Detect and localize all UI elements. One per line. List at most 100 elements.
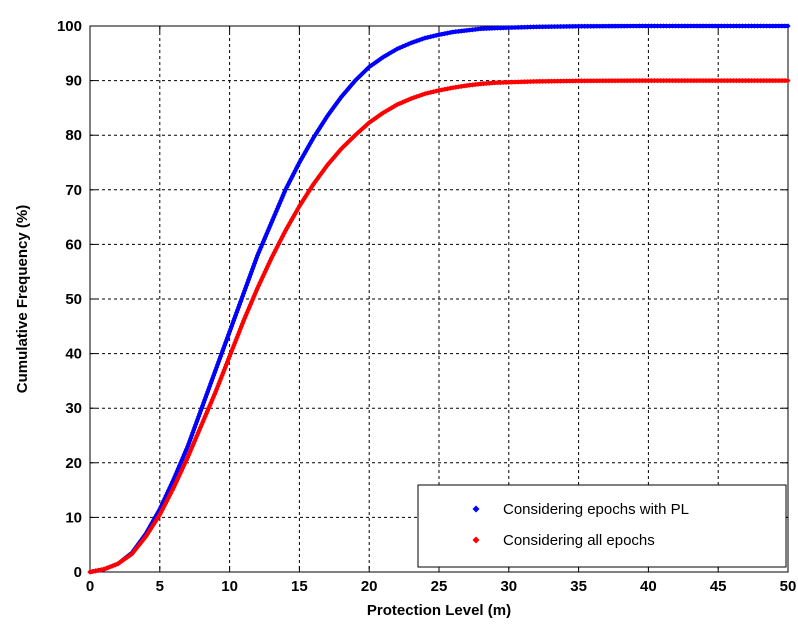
- data-point: [348, 82, 354, 88]
- data-point: [189, 443, 195, 450]
- data-point: [495, 80, 501, 86]
- data-point: [246, 274, 253, 280]
- data-point: [131, 548, 137, 555]
- data-point: [185, 443, 191, 450]
- data-point: [220, 370, 226, 376]
- data-point: [273, 247, 279, 253]
- data-point: [461, 28, 467, 34]
- data-point: [515, 79, 521, 85]
- data-point: [254, 285, 261, 291]
- data-point: [670, 23, 676, 29]
- data-point: [600, 78, 606, 84]
- data-point: [202, 413, 208, 419]
- data-point: [210, 394, 216, 400]
- data-point: [402, 98, 409, 104]
- data-point: [527, 24, 534, 30]
- data-point: [430, 33, 437, 39]
- data-point: [146, 529, 152, 535]
- data-point: [500, 25, 506, 31]
- data-point: [155, 514, 161, 520]
- data-point: [265, 228, 271, 234]
- data-point: [358, 72, 364, 78]
- data-point: [230, 318, 237, 324]
- data-point: [177, 471, 183, 477]
- data-point: [109, 563, 115, 569]
- data-point: [782, 78, 788, 84]
- data-point: [472, 26, 478, 32]
- data-point: [730, 23, 736, 29]
- data-point: [712, 23, 718, 29]
- data-point: [531, 24, 537, 30]
- data-point: [236, 329, 242, 335]
- data-point: [159, 506, 166, 512]
- data-point: [331, 103, 337, 110]
- data-point: [447, 29, 453, 36]
- data-point: [582, 78, 588, 84]
- data-point: [642, 23, 648, 29]
- data-point: [573, 23, 579, 29]
- data-point: [216, 359, 222, 365]
- y-tick-label: 30: [65, 400, 82, 417]
- data-point: [307, 140, 313, 146]
- data-point: [585, 78, 591, 84]
- data-point: [489, 80, 495, 86]
- data-point: [185, 454, 191, 460]
- data-point: [688, 78, 694, 84]
- data-point: [636, 78, 642, 84]
- data-point: [357, 128, 363, 134]
- data-point: [639, 78, 645, 84]
- data-point: [764, 23, 770, 29]
- data-point: [718, 78, 724, 84]
- data-point: [295, 206, 301, 212]
- data-point: [606, 78, 612, 84]
- data-point: [364, 66, 370, 72]
- data-point: [228, 351, 234, 357]
- data-point: [776, 78, 782, 84]
- data-point: [486, 25, 492, 32]
- data-point: [277, 200, 283, 207]
- data-point: [176, 462, 183, 469]
- data-point: [196, 427, 202, 433]
- data-point: [277, 239, 283, 245]
- data-point: [292, 211, 298, 217]
- data-point: [447, 85, 453, 91]
- y-tick-label: 60: [65, 236, 82, 253]
- legend: Considering epochs with PL Considering a…: [417, 484, 787, 568]
- data-point: [233, 310, 240, 316]
- data-point: [210, 375, 216, 381]
- data-point: [673, 23, 679, 29]
- data-point: [312, 132, 318, 139]
- data-point: [196, 413, 202, 419]
- data-point: [428, 34, 434, 40]
- data-point: [181, 462, 187, 469]
- data-point: [524, 79, 531, 85]
- data-point: [597, 78, 603, 84]
- data-point: [464, 27, 470, 33]
- data-point: [654, 23, 661, 29]
- data-point: [256, 282, 262, 288]
- data-point: [467, 82, 473, 88]
- data-point: [344, 87, 350, 93]
- data-point: [633, 78, 639, 84]
- data-point: [552, 78, 558, 84]
- data-point: [709, 23, 715, 29]
- data-point: [332, 153, 338, 159]
- data-point: [227, 326, 234, 332]
- data-point: [450, 29, 456, 35]
- data-point: [761, 78, 767, 84]
- series-1: [87, 23, 791, 575]
- data-point: [667, 23, 673, 29]
- data-point: [180, 454, 186, 460]
- data-point: [98, 567, 104, 573]
- legend-marker-series-1: [472, 505, 480, 513]
- data-point: [310, 135, 316, 141]
- data-point: [149, 524, 155, 530]
- data-point: [657, 78, 664, 84]
- data-point: [173, 471, 179, 477]
- data-point: [143, 533, 149, 540]
- x-tick-label: 50: [780, 578, 797, 595]
- data-point: [273, 209, 279, 215]
- data-point: [157, 506, 163, 512]
- data-point: [375, 113, 382, 119]
